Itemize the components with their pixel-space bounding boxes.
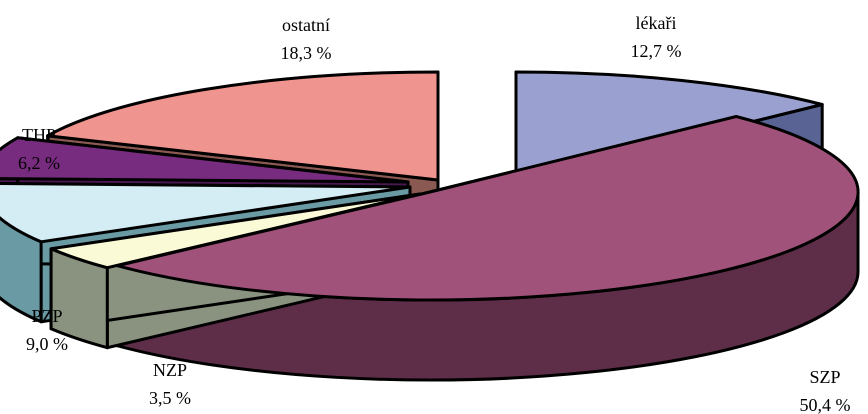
slice-value-ostatni: 18,3 % (281, 43, 332, 63)
slice-label-lekari: lékaři (636, 13, 677, 33)
slice-szp (115, 115, 860, 302)
slice-tops (0, 70, 860, 302)
slice-pzp (0, 182, 412, 244)
slice-value-szp: 50,4 % (800, 395, 851, 414)
slice-label-thp: THP (22, 125, 56, 145)
slice-label-pzp: PZP (31, 306, 62, 326)
slice-label-szp: SZP (809, 367, 840, 387)
slice-label-ostatni: ostatní (282, 15, 330, 35)
slice-ostatni (46, 70, 440, 182)
slice-value-thp: 6,2 % (18, 153, 60, 173)
slice-value-nzp: 3,5 % (149, 388, 191, 408)
slice-label-nzp: NZP (153, 360, 187, 380)
slice-value-lekari: 12,7 % (631, 41, 682, 61)
slice-thp (0, 136, 410, 184)
slice-nzp (49, 192, 422, 270)
slice-value-pzp: 9,0 % (26, 334, 68, 354)
